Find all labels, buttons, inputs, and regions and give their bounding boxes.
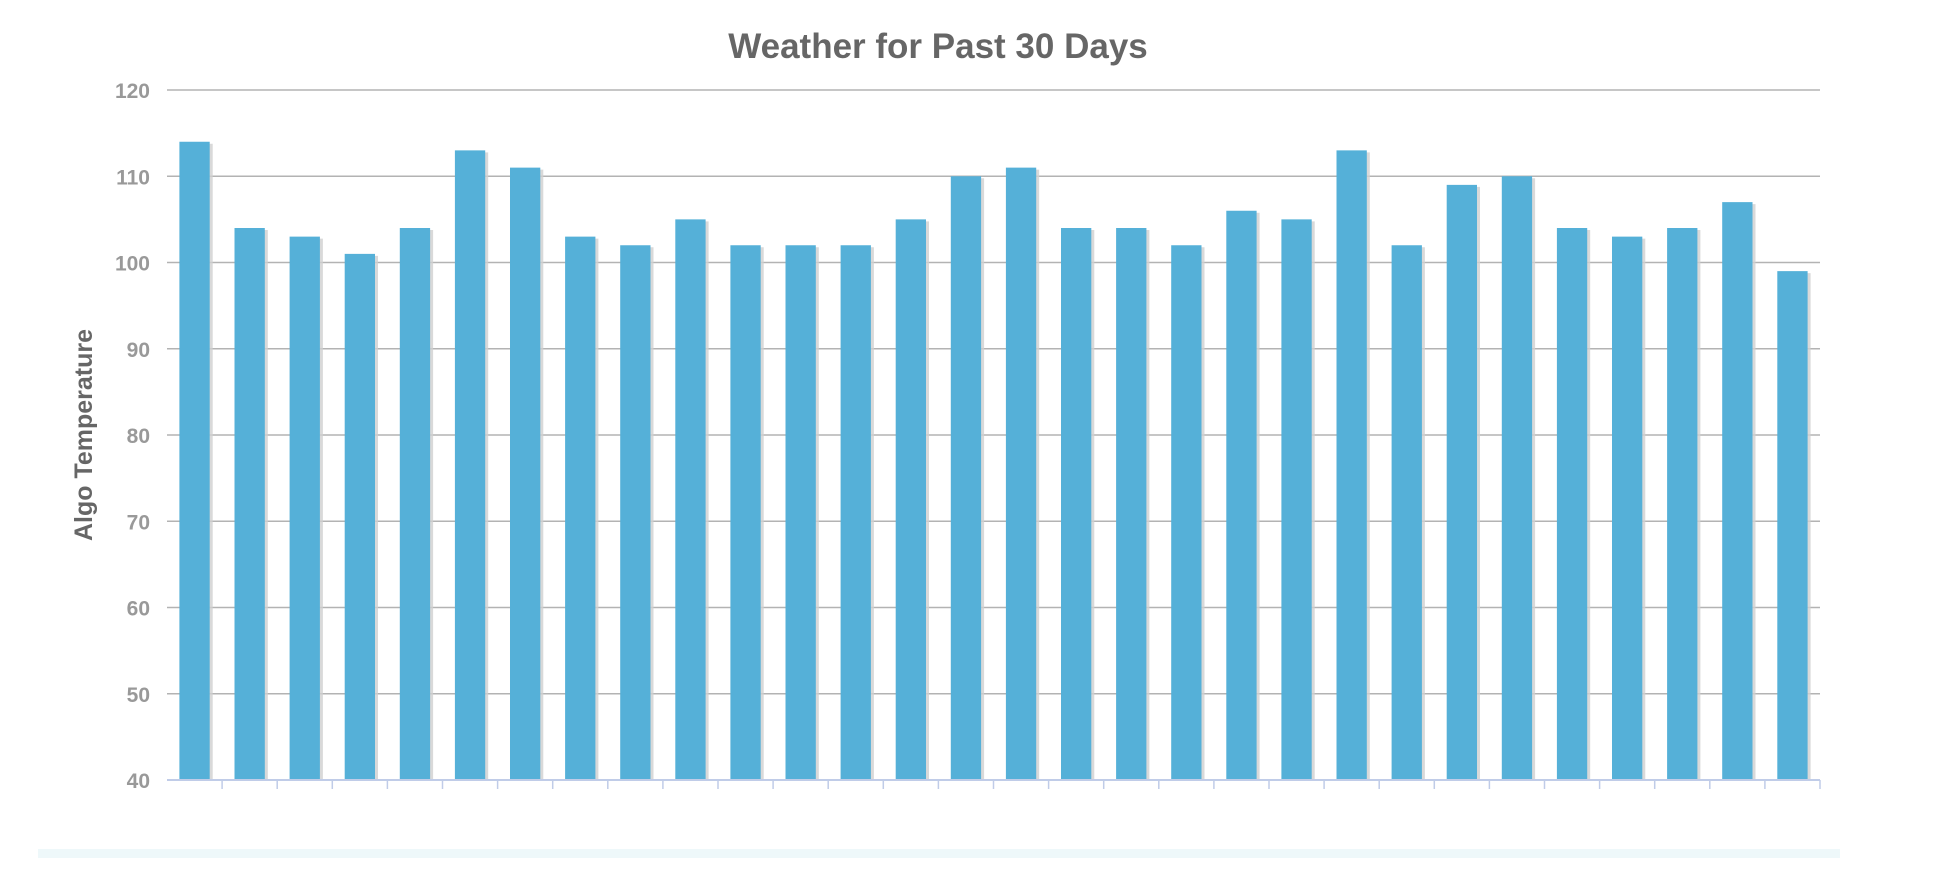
bar [234, 228, 265, 780]
bar [840, 245, 871, 780]
bar [565, 236, 596, 780]
bar [785, 245, 816, 780]
bar [344, 253, 376, 780]
y-tick-label: 70 [127, 511, 150, 534]
bar [509, 167, 541, 780]
y-tick-label: 50 [127, 684, 150, 707]
bar [1281, 219, 1312, 780]
bar [730, 245, 761, 780]
bar [1722, 202, 1753, 780]
bar [620, 245, 651, 780]
bar [1777, 271, 1808, 780]
bar [1446, 184, 1478, 780]
bar [1116, 228, 1147, 780]
y-tick-label: 100 [115, 253, 150, 276]
bar [1611, 236, 1643, 780]
bar [1226, 210, 1257, 780]
y-tick-label: 120 [115, 80, 150, 103]
bar [675, 219, 706, 780]
bars [179, 141, 1811, 780]
bar [1667, 228, 1698, 780]
bar [179, 141, 210, 780]
y-tick-label: 40 [127, 770, 150, 793]
bar [950, 176, 982, 780]
bar [399, 228, 431, 780]
footer-divider [38, 849, 1840, 858]
bar [1556, 228, 1588, 780]
y-tick-label: 60 [127, 598, 150, 621]
bar [1005, 167, 1037, 780]
bar [1336, 150, 1367, 780]
bar [1391, 245, 1422, 780]
bar [895, 219, 927, 780]
y-tick-label: 80 [127, 425, 150, 448]
bar [289, 236, 320, 780]
bar [1060, 228, 1092, 780]
chart-title: Weather for Past 30 Days [728, 27, 1148, 66]
y-tick-label: 90 [127, 339, 150, 362]
gridlines [167, 89, 1820, 695]
y-tick-label: 110 [116, 166, 150, 189]
bar [1171, 245, 1202, 780]
y-axis-title: Algo Temperature [70, 329, 98, 541]
bar [1501, 176, 1533, 780]
bar [454, 150, 486, 780]
y-axis-ticks: 40 50 60 70 80 90 100 110 120 [115, 80, 150, 793]
x-axis [167, 779, 1821, 789]
